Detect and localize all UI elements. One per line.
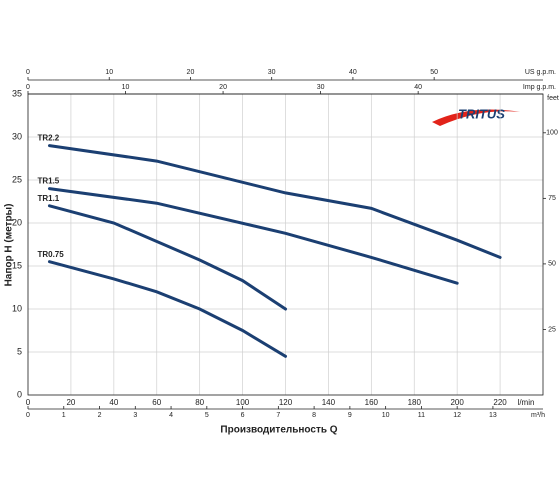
curve: [47, 204, 287, 311]
series-label: TR1.1: [37, 194, 59, 203]
x-tick-label: 40: [109, 398, 118, 407]
top-tick-label: 50: [430, 69, 438, 76]
top-tick-label: 30: [268, 69, 276, 76]
y-tick-label: 0: [17, 389, 22, 399]
x2-tick-label: 6: [241, 412, 245, 419]
y-tick-label: 5: [17, 346, 22, 356]
y-tick-label: 25: [12, 174, 22, 184]
x-tick-label: 160: [365, 398, 379, 407]
x-tick-label: 20: [66, 398, 75, 407]
y2-tick-label: 25: [548, 326, 556, 333]
x-tick-label: 140: [322, 398, 336, 407]
x2-tick-label: 10: [382, 412, 390, 419]
x-axis-title: Производительность Q: [220, 425, 337, 436]
top-tick-label: 30: [317, 84, 325, 91]
x2-tick-label: 12: [453, 412, 461, 419]
y-tick-label: 20: [12, 217, 22, 227]
top-tick-label: 40: [414, 84, 422, 91]
x-tick-label: 120: [279, 398, 293, 407]
top-tick-label: 20: [187, 69, 195, 76]
y-tick-label: 30: [12, 131, 22, 141]
curve: [47, 187, 459, 285]
top-tick-label: 40: [349, 69, 357, 76]
x2-tick-label: 3: [133, 412, 137, 419]
x2-tick-label: 7: [276, 412, 280, 419]
y2-tick-label: 100: [546, 130, 558, 137]
x2-tick-label: 0: [26, 412, 30, 419]
x2-unit-label: m³/h: [531, 412, 545, 419]
series-label: TR1.5: [37, 177, 59, 186]
series-label: TR2.2: [37, 134, 59, 143]
x-unit-label: l/min: [518, 398, 535, 407]
curve: [47, 144, 502, 259]
x2-tick-label: 13: [489, 412, 497, 419]
top-axis-label: Imp g.p.m.: [523, 84, 556, 91]
top-tick-label: 0: [26, 69, 30, 76]
top-tick-label: 10: [105, 69, 113, 76]
y-tick-label: 35: [12, 88, 22, 98]
logo: TRITUS: [432, 106, 520, 126]
logo-text: TRITUS: [458, 106, 505, 121]
x2-tick-label: 5: [205, 412, 209, 419]
x-tick-label: 220: [493, 398, 507, 407]
x-tick-label: 80: [195, 398, 204, 407]
x-tick-label: 0: [26, 398, 31, 407]
x2-tick-label: 8: [312, 412, 316, 419]
x-tick-label: 60: [152, 398, 161, 407]
top-tick-label: 20: [219, 84, 227, 91]
top-axis-label: US g.p.m.: [525, 69, 556, 76]
y2-tick-label: 75: [548, 195, 556, 202]
logo-swoosh: [432, 109, 520, 126]
y2-tick-label: 50: [548, 261, 556, 268]
top-tick-label: 10: [122, 84, 130, 91]
y-axis-title: Напор H (метры): [4, 204, 15, 287]
x2-tick-label: 11: [418, 412, 425, 419]
x-tick-label: 180: [408, 398, 422, 407]
x-tick-label: 200: [450, 398, 464, 407]
series-label: TR0.75: [37, 250, 64, 259]
top-tick-label: 0: [26, 84, 30, 91]
y-tick-label: 10: [12, 303, 22, 313]
x2-tick-label: 9: [348, 412, 352, 419]
x2-tick-label: 1: [62, 412, 66, 419]
x-tick-label: 100: [236, 398, 250, 407]
y2-axis-label: feet: [547, 95, 559, 102]
y-tick-label: 15: [12, 260, 22, 270]
x2-tick-label: 2: [98, 412, 102, 419]
x2-tick-label: 4: [169, 412, 173, 419]
curve: [47, 260, 287, 358]
